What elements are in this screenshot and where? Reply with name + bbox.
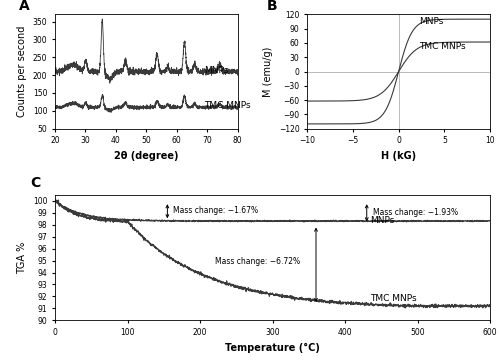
Text: A: A — [18, 0, 29, 13]
Text: MNPs: MNPs — [418, 17, 443, 26]
Y-axis label: M (emu/g): M (emu/g) — [264, 46, 274, 97]
Text: Mass change: −1.67%: Mass change: −1.67% — [173, 206, 258, 215]
Text: MNPs: MNPs — [204, 66, 229, 75]
Y-axis label: Counts per second: Counts per second — [17, 26, 27, 117]
Text: Mass change: −6.72%: Mass change: −6.72% — [214, 257, 300, 266]
Text: MNPs: MNPs — [370, 216, 395, 225]
Text: TMC MNPs: TMC MNPs — [204, 101, 251, 110]
X-axis label: 2θ (degree): 2θ (degree) — [114, 151, 178, 161]
X-axis label: Temperature (°C): Temperature (°C) — [225, 343, 320, 353]
X-axis label: H (kG): H (kG) — [381, 151, 416, 161]
Text: B: B — [267, 0, 278, 13]
Text: Mass change: −1.93%: Mass change: −1.93% — [372, 208, 458, 217]
Text: TMC MNPs: TMC MNPs — [370, 294, 417, 303]
Text: TMC MNPs: TMC MNPs — [418, 42, 466, 51]
Y-axis label: TGA %: TGA % — [18, 242, 28, 274]
Text: C: C — [30, 176, 40, 190]
